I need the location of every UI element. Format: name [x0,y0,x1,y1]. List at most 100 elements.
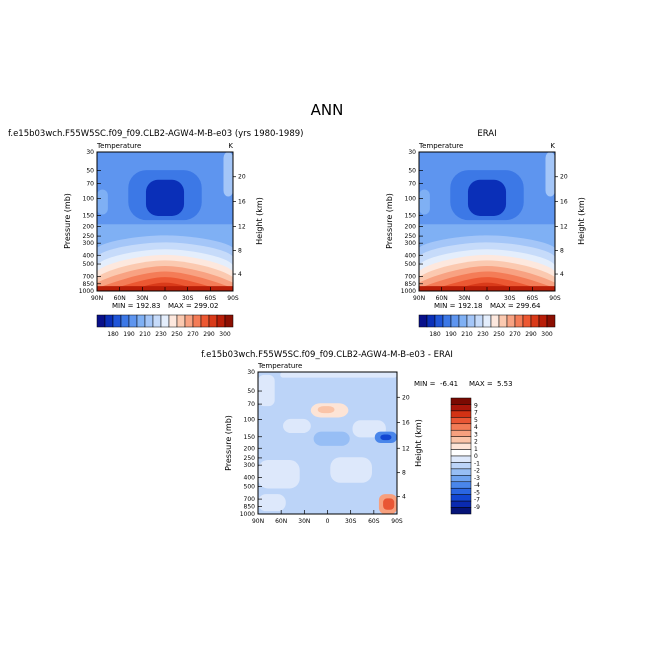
latitude-tick-label: 0 [485,295,489,302]
colorbar-swatch [490,314,500,328]
pressure-tick-label: 250 [405,233,417,240]
colorbar-swatch [434,314,444,328]
colorbar-label: -1 [474,460,480,467]
panel-model-contour-field [97,152,233,291]
colorbar-swatch [450,442,472,450]
colorbar-swatch [450,449,472,457]
latitude-tick-label: 60N [275,518,287,525]
panel-model-title: f.e15b03wch.F55W5SC.f09_f09.CLB2-AGW4-M-… [8,129,303,139]
colorbar-label: 3 [474,431,478,438]
colorbar-swatch [120,314,130,328]
panel-erai-title: ERAI [477,129,496,139]
pressure-tick-label: 700 [244,496,256,503]
colorbar-swatch [450,494,472,502]
latitude-tick-label: 90N [413,295,425,302]
colorbar-swatch [450,410,472,418]
colorbar-label: -4 [474,482,480,489]
latitude-tick-label: 60S [368,518,380,525]
colorbar-swatch [426,314,436,328]
colorbar-label: 270 [187,331,199,338]
panel-difference-max-value: 5.53 [497,380,513,388]
pressure-tick-label: 300 [405,240,417,247]
colorbar-swatch [184,314,194,328]
panel-model: f.e15b03wch.F55W5SC.f09_f09.CLB2-AGW4-M-… [8,129,303,338]
latitude-tick-label: 30N [458,295,470,302]
panel-difference-max-label: MAX = [469,380,493,388]
colorbar-swatch [466,314,476,328]
pressure-tick-label: 250 [244,455,256,462]
panel-difference-height-axis: 20 16 12 8 4 [397,394,410,501]
colorbar-swatch [216,314,226,328]
pressure-tick-label: 400 [405,252,417,259]
panel-model-min-value: 192.83 [136,302,161,310]
height-tick-label: 20 [560,174,568,181]
colorbar-label: 250 [493,331,505,338]
colorbar-swatch [450,487,472,495]
near-surface-light [258,494,286,512]
panel-model-min-label: MIN = [112,302,134,310]
colorbar-label: 300 [541,331,553,338]
pressure-tick-label: 500 [83,261,95,268]
light-anomaly-left [283,418,311,434]
colorbar-swatch [498,314,508,328]
pressure-tick-label: 850 [244,504,256,511]
height-tick-label: 12 [402,445,410,452]
colorbar-swatch [474,314,484,328]
panel-model-field-label: Temperature [96,142,141,150]
panel-erai-colorbar: 180 190 210 230 250 270 290 300 [418,314,556,338]
colorbar-label: -3 [474,475,480,482]
colorbar-label: 230 [477,331,489,338]
latitude-tick-label: 30S [182,295,194,302]
colorbar-label: 0 [474,453,478,460]
pressure-tick-label: 250 [83,233,95,240]
panel-difference-field-label: Temperature [257,362,302,370]
pressure-tick-label: 200 [244,445,256,452]
colorbar-swatch [112,314,122,328]
colorbar-swatch [450,314,460,328]
pressure-tick-label: 300 [244,462,256,469]
colorbar-swatch [168,314,178,328]
latitude-tick-label: 30N [298,518,310,525]
colorbar-label: 270 [509,331,521,338]
panel-model-units: K [228,142,233,150]
pressure-tick-label: 50 [247,388,255,395]
colorbar-label: 230 [155,331,167,338]
panel-erai-contour-field [419,152,555,291]
northern-polar-region [97,189,108,215]
panel-erai-field-label: Temperature [418,142,463,150]
panel-difference-contour-field [258,372,397,514]
latitude-tick-label: 30N [136,295,148,302]
panel-difference: f.e15b03wch.F55W5SC.f09_f09.CLB2-AGW4-M-… [201,350,513,525]
panel-model-colorbar: 180 190 210 230 250 270 290 300 [96,314,234,338]
colorbar-swatch [530,314,540,328]
southern-cold-core [380,434,392,441]
pressure-tick-label: 100 [83,195,95,202]
tropical-tropopause-cold-core [145,179,185,216]
pressure-tick-label: 850 [405,281,417,288]
colorbar-swatch [192,314,202,328]
lower-light-right [330,457,372,483]
pressure-tick-label: 150 [83,212,95,219]
panel-erai-latitude-axis: 90N 60N 30N 0 30S 60S 90S [413,287,561,302]
colorbar-swatch [450,423,472,431]
colorbar-label: 290 [203,331,215,338]
pressure-tick-label: 1000 [401,288,416,295]
pressure-tick-label: 30 [247,369,255,376]
pressure-tick-label: 850 [83,281,95,288]
pressure-tick-label: 100 [244,416,256,423]
colorbar-label: 210 [461,331,473,338]
colorbar-swatch [522,314,532,328]
southern-polar-warm-region [223,152,233,197]
latitude-tick-label: 90S [549,295,561,302]
panel-erai-ylabel: Pressure (mb) [385,193,394,249]
panel-model-max-value: 299.02 [194,302,219,310]
colorbar-label: 4 [474,424,478,431]
panel-erai-ylabel-right: Height (km) [577,197,586,245]
pressure-tick-label: 70 [247,401,255,408]
height-tick-label: 4 [238,271,242,278]
height-tick-label: 12 [560,224,568,231]
colorbar-label: -2 [474,468,480,475]
panel-erai-max-label: MAX = [490,302,514,310]
